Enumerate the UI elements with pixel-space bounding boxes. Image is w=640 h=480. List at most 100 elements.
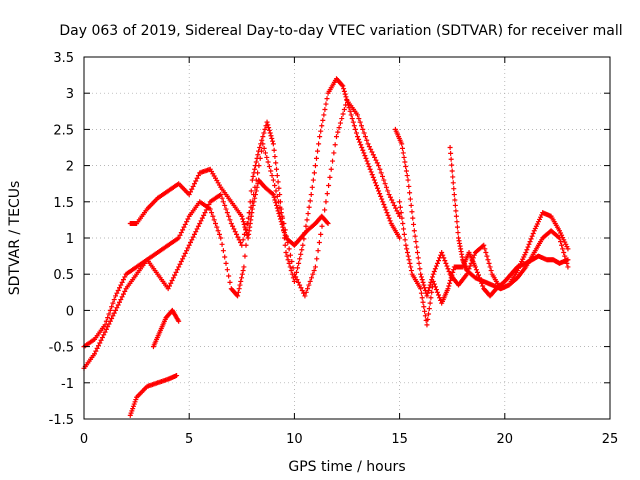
data-point xyxy=(109,316,115,322)
data-point xyxy=(119,279,125,285)
data-point xyxy=(291,278,297,284)
chart-title: Day 063 of 2019, Sidereal Day-to-day VTE… xyxy=(59,23,622,39)
data-point xyxy=(444,263,450,269)
data-point xyxy=(323,199,329,205)
y-tick-label: 3.5 xyxy=(53,51,74,66)
data-point xyxy=(473,267,479,273)
data-point xyxy=(285,257,291,263)
data-point xyxy=(370,174,376,180)
data-point xyxy=(270,192,276,198)
data-point xyxy=(234,292,240,298)
data-point xyxy=(213,221,218,227)
data-point xyxy=(400,150,406,156)
data-point xyxy=(295,265,301,271)
data-point xyxy=(407,190,413,196)
data-point xyxy=(201,212,207,218)
data-point xyxy=(237,282,243,288)
data-point xyxy=(242,224,248,230)
data-point xyxy=(327,174,333,180)
data-point xyxy=(361,150,367,156)
data-point xyxy=(424,293,430,299)
data-point xyxy=(414,249,420,255)
data-point xyxy=(243,242,249,248)
data-point xyxy=(281,227,287,233)
data-point xyxy=(331,150,337,156)
data-point xyxy=(286,260,292,266)
data-point xyxy=(287,264,293,270)
data-point xyxy=(197,221,203,227)
data-point xyxy=(445,266,451,272)
data-point xyxy=(389,197,395,203)
data-point xyxy=(256,163,262,169)
data-point xyxy=(205,204,211,210)
data-point xyxy=(322,106,328,112)
data-point xyxy=(399,141,405,147)
data-point xyxy=(241,221,247,227)
data-point xyxy=(487,264,493,270)
data-point xyxy=(118,297,124,303)
data-point xyxy=(397,199,403,205)
data-point xyxy=(399,215,405,221)
series-arc-a xyxy=(81,76,403,371)
data-point xyxy=(484,253,490,259)
data-point xyxy=(480,283,486,289)
data-point xyxy=(417,266,423,272)
data-point xyxy=(222,202,228,208)
data-point xyxy=(195,223,201,229)
series-arc-c xyxy=(127,166,331,248)
data-point xyxy=(206,202,212,208)
data-point xyxy=(421,304,427,310)
data-point xyxy=(364,137,370,143)
data-point xyxy=(298,251,304,257)
data-point xyxy=(472,264,478,270)
data-point xyxy=(426,306,432,312)
x-tick-label: 0 xyxy=(80,432,88,447)
data-point xyxy=(558,239,564,245)
data-point xyxy=(412,233,418,239)
data-point xyxy=(379,196,385,202)
data-point xyxy=(425,316,431,322)
data-point xyxy=(312,163,318,169)
data-point xyxy=(282,242,288,248)
data-point xyxy=(361,130,367,136)
data-point xyxy=(248,188,254,194)
data-point xyxy=(302,293,308,299)
data-point xyxy=(115,287,121,293)
data-point xyxy=(240,216,246,222)
data-point xyxy=(270,141,276,147)
data-point xyxy=(434,289,440,295)
data-point xyxy=(385,188,391,194)
data-point xyxy=(347,108,353,114)
data-point xyxy=(399,145,405,151)
data-point xyxy=(266,125,272,131)
data-point xyxy=(409,209,415,215)
data-point xyxy=(177,261,183,267)
data-point xyxy=(526,241,532,247)
data-point xyxy=(557,235,563,241)
data-point xyxy=(288,268,294,274)
data-point xyxy=(404,249,410,255)
data-point xyxy=(480,243,486,249)
data-point xyxy=(95,343,101,349)
data-point xyxy=(322,207,328,213)
data-point xyxy=(422,313,428,319)
data-point xyxy=(442,258,448,264)
data-point xyxy=(369,172,375,178)
data-point xyxy=(184,219,190,225)
x-axis-label: GPS time / hours xyxy=(288,459,405,475)
data-point xyxy=(106,321,112,327)
data-point xyxy=(273,160,279,166)
data-point xyxy=(310,271,316,277)
data-point xyxy=(482,246,488,252)
data-point xyxy=(254,184,260,190)
data-point xyxy=(264,119,270,125)
x-tick-label: 10 xyxy=(286,432,303,447)
data-point xyxy=(239,275,245,281)
data-point xyxy=(339,116,345,122)
data-point xyxy=(219,241,225,247)
y-tick-label: 0.5 xyxy=(53,268,74,283)
data-point xyxy=(380,199,386,205)
data-point xyxy=(454,224,460,230)
data-point xyxy=(199,215,205,221)
data-point xyxy=(422,308,428,314)
